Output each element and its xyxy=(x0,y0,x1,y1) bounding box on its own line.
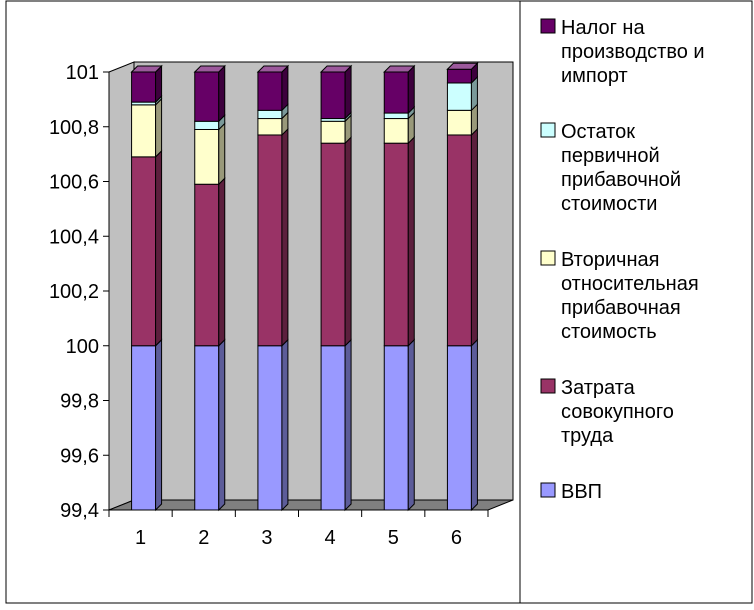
legend-swatch xyxy=(540,122,556,138)
bars xyxy=(130,62,479,512)
bar-segment xyxy=(320,135,352,347)
x-tick-label: 5 xyxy=(388,527,399,549)
legend-item: ВВП xyxy=(540,481,602,503)
y-tick-label: 100,6 xyxy=(49,172,99,194)
y-tick-label: 100 xyxy=(66,336,99,358)
bar-segment xyxy=(193,64,226,123)
legend: Налог на производство и импорт Остаток перви… xyxy=(540,17,705,503)
bar-segment xyxy=(320,338,352,512)
bar-segment xyxy=(131,97,163,159)
legend-swatch xyxy=(540,378,556,394)
bar-segment xyxy=(194,338,226,512)
y-tick-label: 100,8 xyxy=(49,117,99,139)
bar-segment xyxy=(446,62,479,85)
bar-segment xyxy=(383,64,416,115)
legend-label: Затрата совокупного труда xyxy=(561,377,674,447)
legend-item: Остаток первичной прибавочной стоимости xyxy=(540,121,681,215)
bar-segment xyxy=(383,135,415,347)
bar-segment xyxy=(194,122,226,186)
legend-item: Налог на производство и импорт xyxy=(540,17,705,87)
bar-segment xyxy=(130,64,163,104)
bar-segment xyxy=(257,338,289,512)
legend-label: Налог на производство и импорт xyxy=(561,17,705,87)
bar-segment xyxy=(257,111,289,137)
bar-segment xyxy=(320,114,352,145)
bar-segment xyxy=(383,111,415,145)
x-tick-label: 3 xyxy=(261,527,272,549)
legend-label: Вторичная относительная прибавочная стоимос… xyxy=(561,249,699,343)
bar-segment xyxy=(446,103,478,137)
x-tick-label: 2 xyxy=(198,527,209,549)
legend-swatch xyxy=(540,482,556,498)
x-tick-label: 1 xyxy=(135,527,146,549)
y-tick-label: 99,8 xyxy=(60,391,99,413)
legend-label: ВВП xyxy=(561,481,602,503)
bar-segment xyxy=(446,338,478,512)
legend-item: Затрата совокупного труда xyxy=(540,377,674,447)
x-tick-label: 4 xyxy=(325,527,336,549)
y-tick-label: 99,4 xyxy=(60,500,99,522)
legend-label: Остаток первичной прибавочной стоимости xyxy=(561,121,681,215)
bar-segment xyxy=(446,127,478,347)
y-tick-label: 100,4 xyxy=(49,226,99,248)
bar-segment xyxy=(383,338,415,512)
bar-segment xyxy=(131,149,163,347)
legend-swatch xyxy=(540,250,556,266)
y-tick-label: 101 xyxy=(66,62,99,84)
legend-item: Вторичная относительная прибавочная стоимос… xyxy=(540,249,699,343)
bar-segment xyxy=(257,127,289,347)
bar-segment xyxy=(131,338,163,512)
x-tick-label: 6 xyxy=(451,527,462,549)
side-wall xyxy=(108,61,135,511)
y-tick-label: 100,2 xyxy=(49,281,99,303)
legend-swatch xyxy=(540,18,556,34)
bar-segment xyxy=(319,64,353,120)
axes: 99,4 99,6 99,8 100 100,2 100,4 100,6 100,8 101 1 2… xyxy=(49,62,489,549)
bar-segment xyxy=(194,177,226,347)
y-tick-label: 99,6 xyxy=(60,445,99,467)
bar-segment xyxy=(256,64,290,112)
